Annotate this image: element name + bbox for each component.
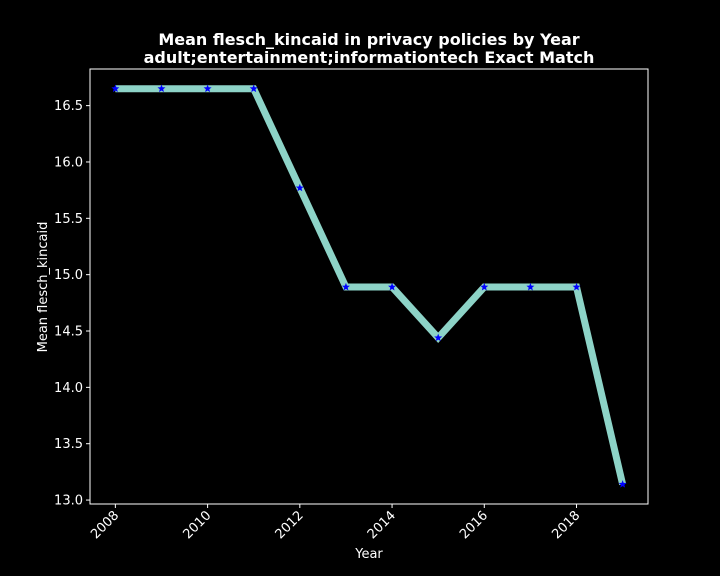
y-tick-label: 16.5 [54,99,83,114]
x-tick-label: 2014 [365,508,399,542]
data-point-star [480,282,489,291]
data-point-star [295,183,304,192]
data-point-star [341,282,350,291]
x-tick-label: 2018 [549,508,583,542]
y-tick-label: 15.0 [54,268,83,283]
y-tick-label: 13.5 [54,437,83,452]
chart-title-line-1: Mean flesch_kincaid in privacy policies … [158,30,579,49]
x-axis-label: Year [354,547,383,562]
data-point-star [249,84,258,93]
y-tick-label: 14.5 [54,325,83,340]
data-point-star [526,282,535,291]
x-tick-label: 2016 [457,508,491,542]
data-point-star [157,84,166,93]
plot-area [89,68,649,505]
x-tick-label: 2012 [273,508,307,542]
series-line [115,85,627,486]
chart-title: Mean flesch_kincaid in privacy policies … [144,30,595,67]
chart-title-line-2: adult;entertainment;informationtech Exac… [144,48,595,67]
data-point-star [572,282,581,291]
series-group [111,84,627,488]
x-axis: 2008 2010 2012 2014 2016 2018 [88,504,583,542]
y-tick-label: 16.0 [54,155,83,170]
x-tick-label: 2008 [88,508,122,542]
data-point-star [111,84,120,93]
data-point-star [618,480,627,488]
data-point-star [434,333,443,342]
y-tick-label: 14.0 [54,381,83,396]
data-point-star [203,84,212,93]
data-point-star [388,282,397,291]
y-axis: 13.0 13.5 14.0 14.5 15.0 15.5 16.0 16.5 [54,99,90,509]
y-tick-label: 15.5 [54,212,83,227]
x-tick-label: 2010 [180,508,214,542]
y-tick-label: 13.0 [54,494,83,509]
y-axis-label: Mean flesch_kincaid [36,222,51,353]
